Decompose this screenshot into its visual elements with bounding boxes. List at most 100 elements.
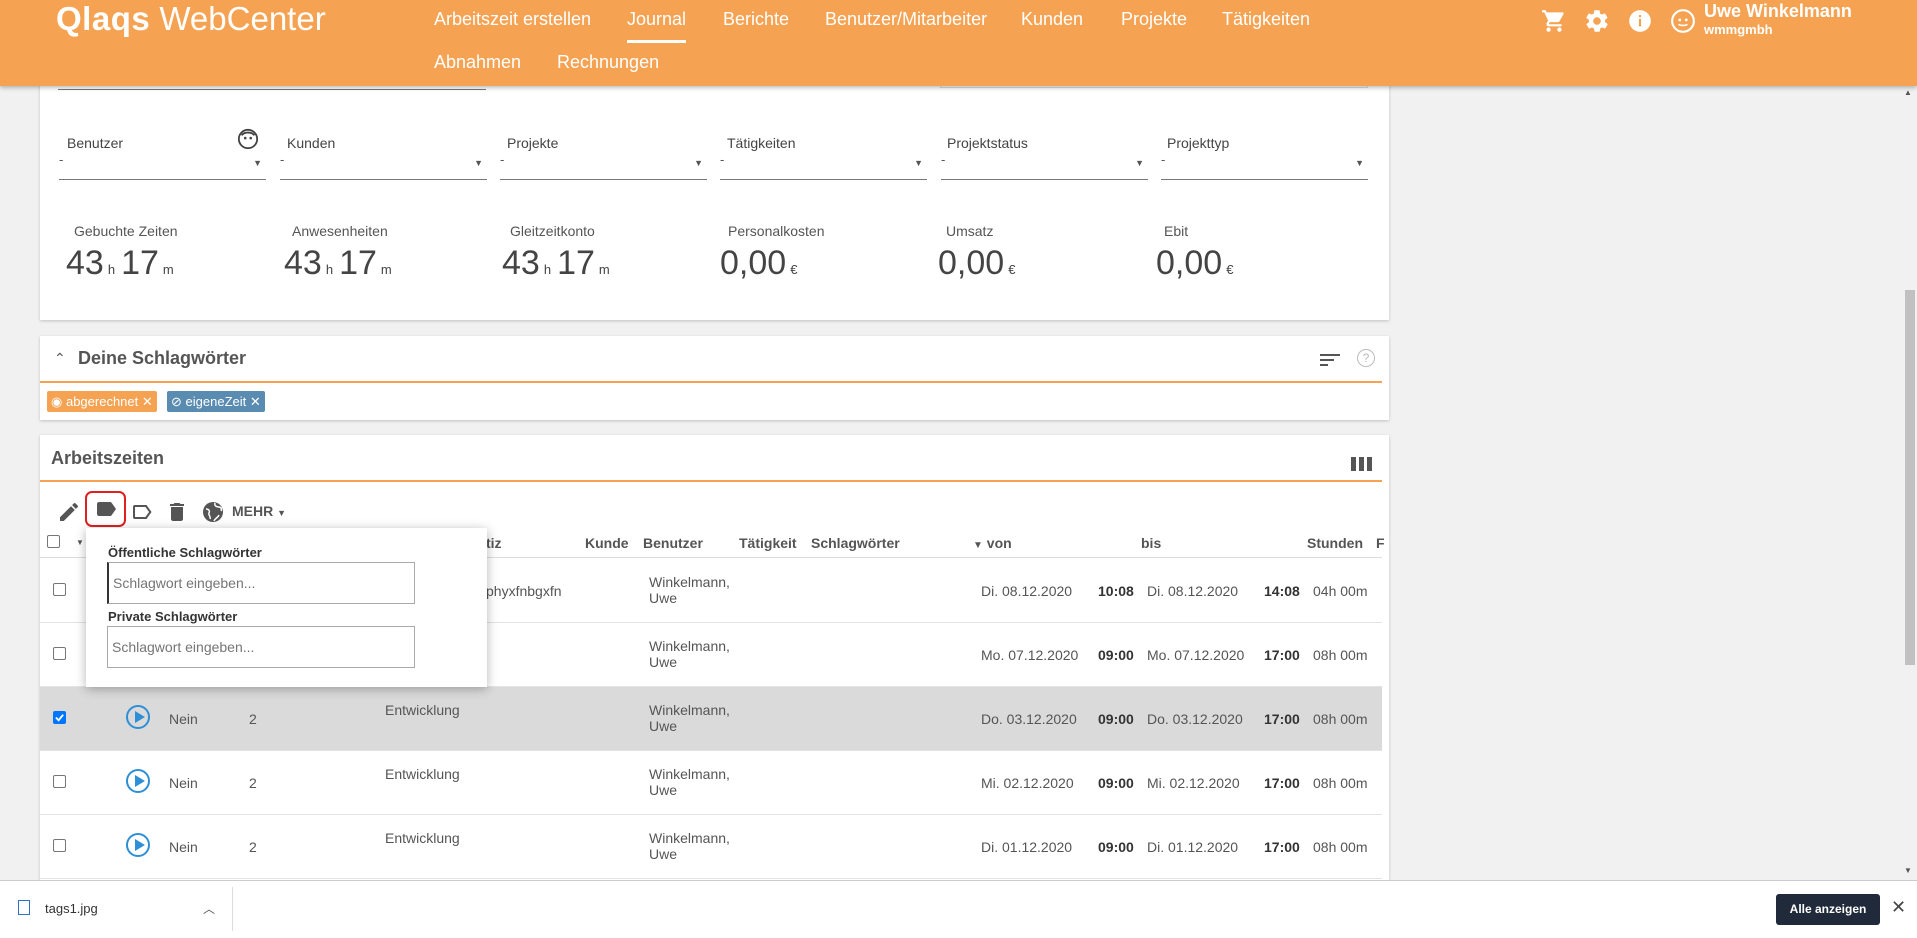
cell-projekt: 2 bbox=[249, 775, 257, 791]
nav-benutzer-mitarbeiter[interactable]: Benutzer/Mitarbeiter bbox=[825, 9, 988, 29]
cell-von-time: 09:00 bbox=[1098, 775, 1134, 791]
tag-outline-icon[interactable] bbox=[130, 500, 154, 524]
row-checkbox[interactable] bbox=[53, 583, 66, 596]
trash-icon[interactable] bbox=[165, 500, 189, 524]
cell-notiz: Entwicklung bbox=[385, 766, 460, 782]
row-checkbox[interactable] bbox=[53, 647, 66, 660]
user-company: wmmgmbh bbox=[1704, 22, 1773, 37]
download-filename[interactable]: tags1.jpg bbox=[45, 901, 98, 916]
date-range-field[interactable] bbox=[58, 89, 486, 90]
cart-icon[interactable] bbox=[1541, 8, 1567, 34]
tag-abgerechnet[interactable]: ◉ abgerechnet ✕ bbox=[47, 391, 157, 412]
filter-select-projekttyp[interactable]: - ▼ bbox=[1161, 152, 1368, 180]
cell-notiz: Entwicklung bbox=[385, 830, 460, 846]
table-row[interactable]: Nein 2 Entwicklung Winkelmann, Uwe Mi. 0… bbox=[40, 751, 1382, 815]
nav-berichte[interactable]: Berichte bbox=[723, 9, 790, 29]
globe-icon[interactable] bbox=[201, 500, 225, 524]
nav-projekte[interactable]: Projekte bbox=[1121, 9, 1188, 29]
gear-icon[interactable] bbox=[1584, 8, 1610, 34]
cell-benutzer-line1: Winkelmann, bbox=[649, 830, 730, 846]
table-row-selected[interactable]: Nein 2 Entwicklung Winkelmann, Uwe Do. 0… bbox=[40, 687, 1382, 751]
hours-value: 43 bbox=[66, 244, 104, 282]
user-face-icon[interactable] bbox=[237, 128, 259, 150]
table-row[interactable]: Nein 2 Entwicklung Winkelmann, Uwe Di. 0… bbox=[40, 815, 1382, 879]
tag-button-highlight[interactable] bbox=[85, 491, 126, 527]
user-avatar-icon[interactable] bbox=[1670, 8, 1696, 34]
cell-bis-date: Do. 03.12.2020 bbox=[1147, 711, 1243, 727]
worktimes-title: Arbeitszeiten bbox=[51, 448, 165, 468]
row-checkbox[interactable] bbox=[53, 775, 66, 788]
nav-taetigkeiten[interactable]: Tätigkeiten bbox=[1222, 9, 1311, 29]
cell-von-time: 09:00 bbox=[1098, 839, 1134, 855]
column-header-benutzer[interactable]: Benutzer bbox=[643, 535, 703, 551]
play-icon[interactable] bbox=[126, 769, 150, 793]
play-icon[interactable] bbox=[126, 705, 150, 729]
cell-stunden: 08h 00m bbox=[1313, 647, 1368, 663]
eye-off-icon: ⊘ bbox=[171, 394, 182, 409]
remove-tag-icon[interactable]: ✕ bbox=[249, 394, 261, 409]
tag-filled-icon[interactable] bbox=[94, 497, 118, 521]
more-label: MEHR bbox=[232, 503, 274, 519]
tag-eigenezeit[interactable]: ⊘ eigeneZeit ✕ bbox=[167, 391, 265, 412]
cell-von-time: 09:00 bbox=[1098, 711, 1134, 727]
select-value: - bbox=[59, 152, 64, 167]
remove-tag-icon[interactable]: ✕ bbox=[141, 394, 153, 409]
filter-select-benutzer[interactable]: - ▼ bbox=[59, 152, 266, 180]
chevron-down-icon: ▼ bbox=[1135, 158, 1144, 168]
filter-select-projekte[interactable]: - ▼ bbox=[500, 152, 707, 180]
chevron-down-icon: ▼ bbox=[253, 158, 262, 168]
chevron-down-icon: ▼ bbox=[914, 158, 923, 168]
stat-value-ebit: 0,00 € bbox=[1156, 244, 1239, 283]
page-scrollbar-thumb[interactable] bbox=[1905, 290, 1915, 665]
nav-arbeitszeit-erstellen[interactable]: Arbeitszeit erstellen bbox=[434, 9, 592, 29]
edit-pencil-icon[interactable] bbox=[57, 500, 81, 524]
show-all-downloads-button[interactable]: Alle anzeigen bbox=[1776, 894, 1880, 925]
filter-select-projektstatus[interactable]: - ▼ bbox=[941, 152, 1148, 180]
scroll-up-arrow-icon[interactable]: ▲ bbox=[1904, 88, 1912, 97]
columns-icon[interactable] bbox=[1351, 456, 1372, 472]
filter-select-kunden[interactable]: - ▼ bbox=[280, 152, 487, 180]
logo-product: WebCenter bbox=[159, 0, 326, 37]
row-checkbox-checked[interactable] bbox=[53, 711, 66, 724]
scroll-down-arrow-icon[interactable]: ▼ bbox=[1904, 866, 1912, 875]
public-tag-input[interactable] bbox=[107, 562, 415, 604]
column-header-f[interactable]: F bbox=[1376, 535, 1385, 551]
user-name[interactable]: Uwe Winkelmann bbox=[1704, 1, 1852, 21]
filter-stats-card bbox=[40, 80, 1389, 320]
play-icon[interactable] bbox=[126, 833, 150, 857]
select-value: - bbox=[720, 152, 725, 167]
nav-rechnungen[interactable]: Rechnungen bbox=[557, 52, 660, 72]
nav-journal[interactable]: Journal bbox=[627, 9, 687, 43]
top-navigation-bar: Qlaqs WebCenter Arbeitszeit erstellen Jo… bbox=[0, 0, 1917, 86]
column-header-taetigkeit[interactable]: Tätigkeit bbox=[739, 535, 797, 551]
column-header-notiz[interactable]: tiz bbox=[486, 535, 502, 551]
private-tag-input[interactable] bbox=[107, 626, 415, 668]
column-header-von[interactable]: ▼ von bbox=[973, 535, 1012, 551]
cell-bis-time: 17:00 bbox=[1264, 775, 1300, 791]
column-header-schlagwoerter[interactable]: Schlagwörter bbox=[811, 535, 900, 551]
table-row[interactable]: Winkelmann, Uwe Mo. 07.12.2020 09:00 Mo.… bbox=[40, 623, 1382, 687]
chevron-down-icon: ▼ bbox=[694, 158, 703, 168]
eye-icon: ◉ bbox=[51, 394, 63, 409]
select-menu-caret-icon[interactable]: ▼ bbox=[76, 538, 84, 547]
filter-select-taetigkeiten[interactable]: - ▼ bbox=[720, 152, 927, 180]
stat-label-gebuchte-zeiten: Gebuchte Zeiten bbox=[74, 223, 178, 239]
app-logo[interactable]: Qlaqs WebCenter bbox=[56, 0, 326, 38]
sort-filter-icon[interactable] bbox=[1319, 352, 1341, 368]
chevron-up-icon[interactable]: ︿ bbox=[203, 902, 216, 916]
collapse-chevron-up-icon[interactable]: ⌃ bbox=[54, 350, 66, 366]
cell-benutzer-line2: Uwe bbox=[649, 718, 678, 734]
table-row[interactable]: phyxfnbgxfn Winkelmann, Uwe Di. 08.12.20… bbox=[40, 559, 1382, 623]
stat-label-anwesenheiten: Anwesenheiten bbox=[292, 223, 388, 239]
help-icon[interactable]: ? bbox=[1357, 349, 1375, 367]
nav-kunden[interactable]: Kunden bbox=[1021, 9, 1084, 29]
more-button[interactable]: MEHR ▼ bbox=[232, 503, 286, 519]
close-icon[interactable]: ✕ bbox=[1891, 897, 1907, 917]
nav-abnahmen[interactable]: Abnahmen bbox=[434, 52, 522, 72]
column-header-kunde[interactable]: Kunde bbox=[585, 535, 629, 551]
select-all-checkbox[interactable] bbox=[47, 535, 60, 548]
column-header-bis[interactable]: bis bbox=[1141, 535, 1162, 551]
row-checkbox[interactable] bbox=[53, 839, 66, 852]
column-header-stunden[interactable]: Stunden bbox=[1307, 535, 1363, 551]
info-icon[interactable] bbox=[1627, 8, 1653, 34]
